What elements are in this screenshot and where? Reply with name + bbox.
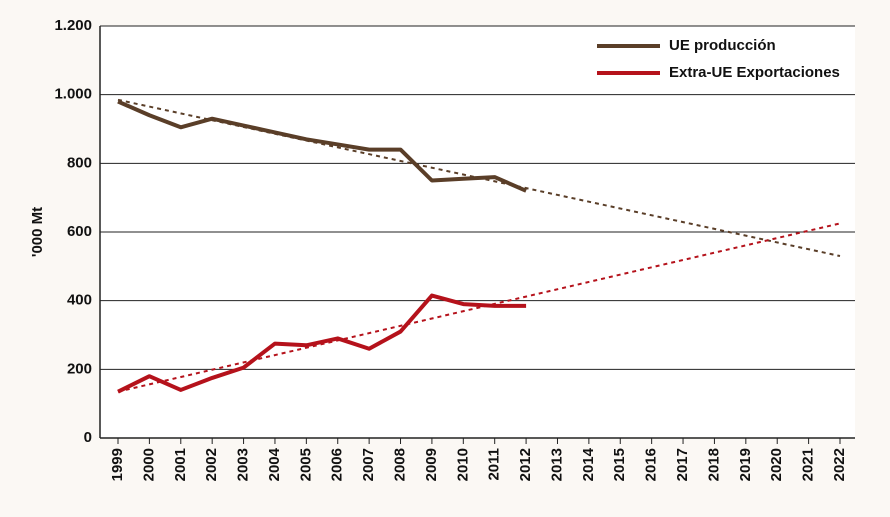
x-tick-label: 2013 (548, 448, 565, 481)
x-tick-label: 2009 (423, 448, 440, 481)
x-tick-label: 2021 (800, 448, 817, 481)
x-tick-label: 2011 (486, 448, 503, 481)
y-tick-label: 600 (67, 223, 92, 240)
x-tick-label: 2017 (674, 448, 691, 481)
y-tick-label: 1.200 (54, 17, 92, 34)
x-tick-label: 2004 (266, 447, 283, 481)
x-tick-label: 2008 (391, 448, 408, 481)
x-tick-label: 2003 (235, 448, 252, 481)
x-tick-label: 2001 (172, 448, 189, 481)
x-tick-label: 1999 (109, 448, 126, 481)
x-tick-label: 2012 (517, 448, 534, 481)
x-tick-label: 2015 (611, 448, 628, 481)
x-tick-label: 2020 (768, 448, 785, 481)
x-tick-label: 2002 (203, 448, 220, 481)
legend-label: UE producción (669, 37, 776, 54)
y-tick-label: 800 (67, 154, 92, 171)
x-tick-label: 2010 (454, 448, 471, 481)
x-tick-label: 2014 (580, 447, 597, 481)
legend-label: Extra-UE Exportaciones (669, 64, 840, 81)
y-tick-label: 200 (67, 360, 92, 377)
x-tick-label: 2000 (140, 448, 157, 481)
x-tick-label: 2005 (297, 448, 314, 481)
x-tick-label: 2018 (705, 448, 722, 481)
x-tick-label: 2016 (643, 448, 660, 481)
chart: '000 Mt 0 200 400 600 800 1.000 1.200 1999 2000 2… (0, 0, 890, 517)
y-tick-label: 1.000 (54, 86, 92, 103)
y-axis-label: '000 Mt (29, 207, 46, 257)
x-tick-label: 2006 (329, 448, 346, 481)
y-tick-label: 400 (67, 292, 92, 309)
x-tick-label: 2007 (360, 448, 377, 481)
y-tick-label: 0 (84, 429, 92, 446)
x-tick-label: 2019 (737, 448, 754, 481)
x-tick-label: 2022 (831, 448, 848, 481)
